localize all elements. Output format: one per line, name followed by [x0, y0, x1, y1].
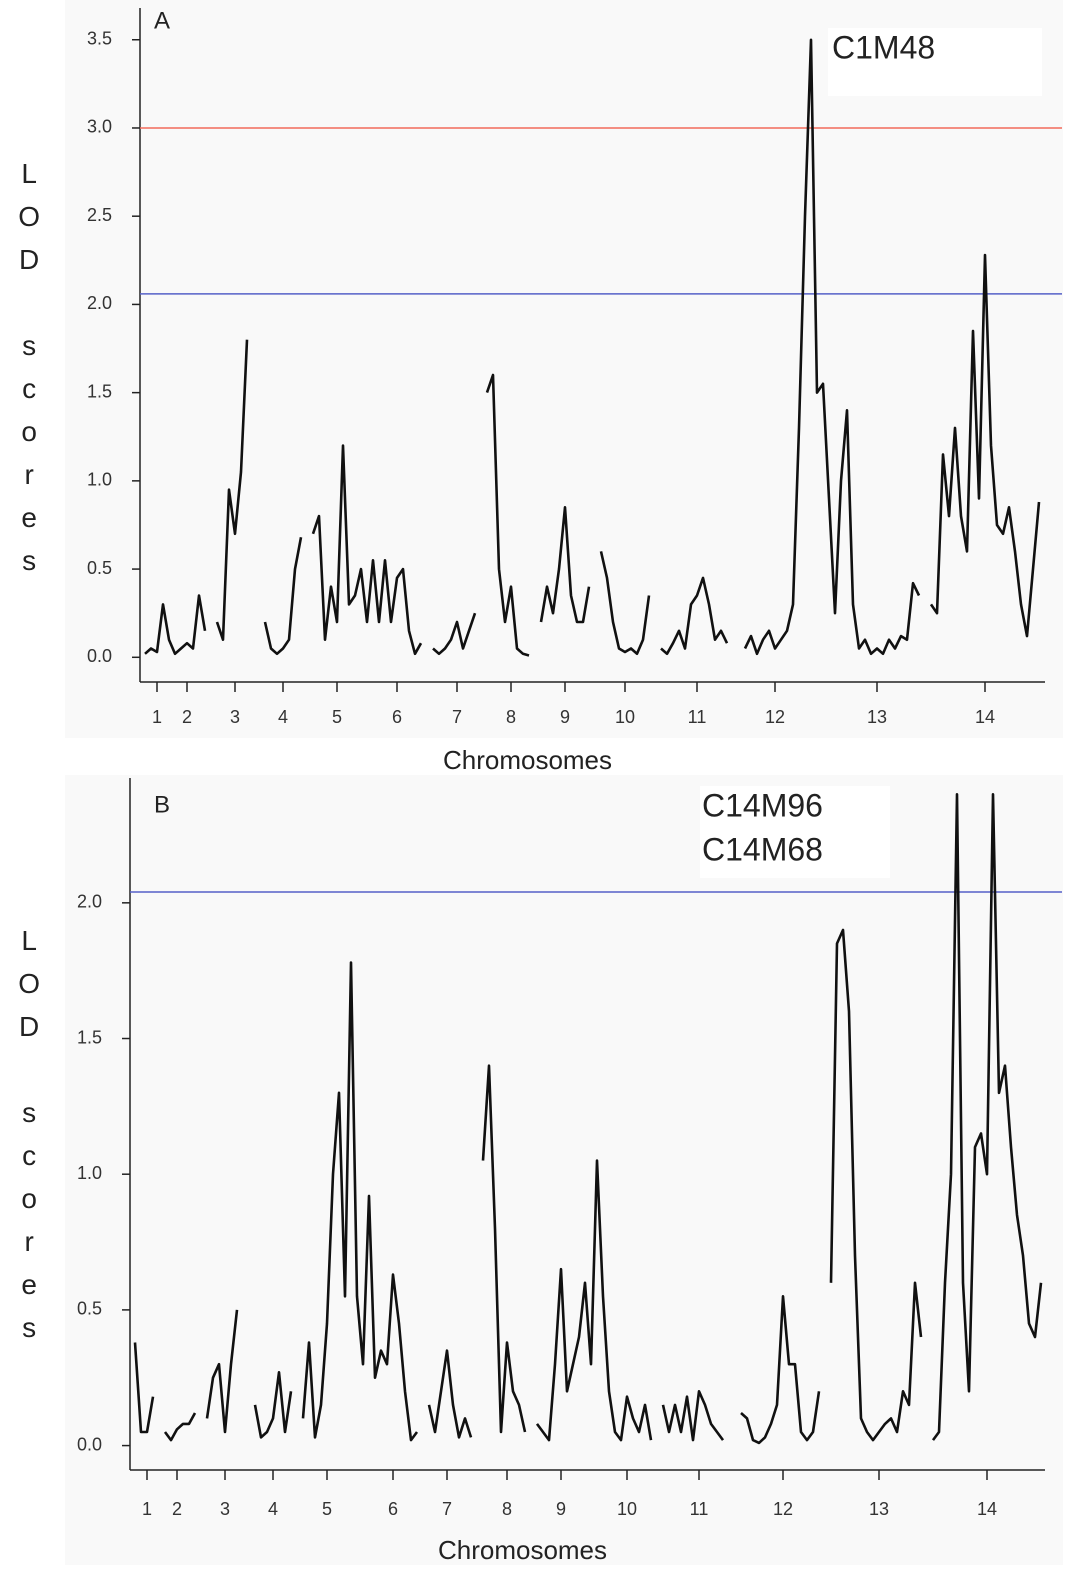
y-tick-label: 1.5: [87, 381, 112, 401]
y-tick-label: 3.0: [87, 117, 112, 137]
x-tick-label: 12: [773, 1499, 793, 1519]
y-tick-label: 1.5: [77, 1027, 102, 1047]
y-tick-label: 3.5: [87, 29, 112, 49]
x-tick-label: 6: [388, 1499, 398, 1519]
y-tick-label: 0.5: [87, 558, 112, 578]
x-axis-label: Chromosomes: [438, 1535, 607, 1565]
x-tick-label: 8: [506, 707, 516, 727]
y-axis-label: LOD scores: [14, 925, 45, 1355]
y-tick-label: 1.0: [77, 1163, 102, 1183]
y-tick-label: 0.0: [87, 646, 112, 666]
annotation: C1M48: [832, 29, 935, 65]
x-tick-label: 1: [152, 707, 162, 727]
x-tick-label: 5: [322, 1499, 332, 1519]
panel-background: [65, 775, 1063, 1565]
x-tick-label: 11: [690, 1499, 709, 1519]
x-tick-label: 4: [278, 707, 288, 727]
annotation-box: [700, 786, 890, 878]
x-tick-label: 2: [182, 707, 192, 727]
x-tick-label: 7: [442, 1499, 452, 1519]
y-tick-label: 0.5: [77, 1299, 102, 1319]
x-tick-label: 8: [502, 1499, 512, 1519]
x-tick-label: 14: [977, 1499, 997, 1519]
panel-label: B: [154, 791, 170, 818]
y-tick-label: 0.0: [77, 1434, 102, 1454]
lod-curve: [144, 38, 1041, 657]
x-tick-label: 9: [556, 1499, 566, 1519]
lod-curve: [133, 793, 1043, 1445]
y-tick-label: 1.0: [87, 470, 112, 490]
annotation-box: [828, 28, 1042, 96]
y-tick-label: 2.0: [87, 293, 112, 313]
x-tick-label: 14: [975, 707, 995, 727]
x-tick-label: 3: [220, 1499, 230, 1519]
x-axis-label: Chromosomes: [443, 745, 612, 775]
x-tick-label: 3: [230, 707, 240, 727]
panel-label: A: [154, 7, 170, 34]
x-tick-label: 9: [560, 707, 570, 727]
panel-background: [65, 0, 1063, 738]
x-tick-label: 12: [765, 707, 785, 727]
x-tick-label: 7: [452, 707, 462, 727]
x-tick-label: 4: [268, 1499, 278, 1519]
annotation: C14M96: [702, 787, 823, 823]
x-tick-label: 11: [688, 707, 707, 727]
x-tick-label: 5: [332, 707, 342, 727]
annotation: C14M68: [702, 831, 823, 867]
x-tick-label: 13: [867, 707, 887, 727]
y-tick-label: 2.0: [77, 892, 102, 912]
x-tick-label: 6: [392, 707, 402, 727]
y-tick-label: 2.5: [87, 205, 112, 225]
x-tick-label: 13: [869, 1499, 889, 1519]
x-tick-label: 1: [142, 1499, 152, 1519]
x-tick-label: 10: [617, 1499, 637, 1519]
x-tick-label: 10: [615, 707, 635, 727]
y-axis-label: LOD scores: [14, 158, 45, 588]
x-tick-label: 2: [172, 1499, 182, 1519]
